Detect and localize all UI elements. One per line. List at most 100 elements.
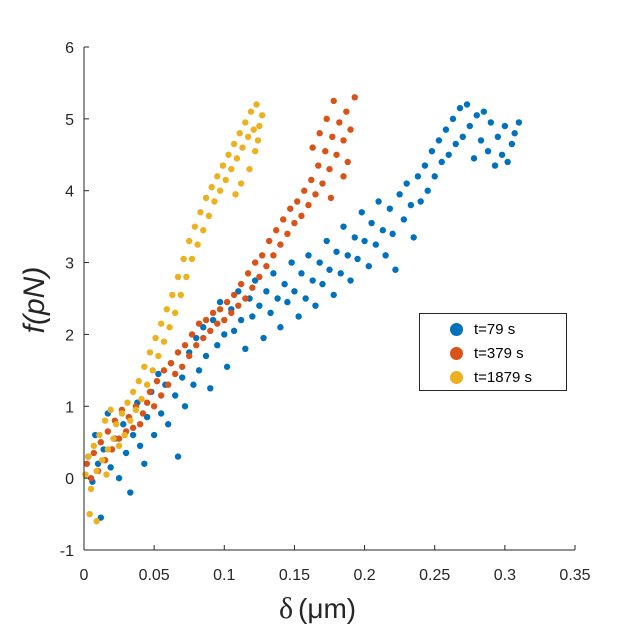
data-point: [249, 284, 256, 291]
data-point: [181, 403, 189, 410]
data-point: [174, 273, 182, 281]
data-point: [256, 122, 263, 130]
data-point: [152, 334, 159, 342]
data-point: [132, 406, 140, 414]
data-point: [336, 119, 343, 126]
data-point: [219, 162, 227, 169]
data-point: [347, 126, 354, 133]
data-point: [244, 270, 252, 277]
data-point: [254, 137, 262, 144]
data-point: [202, 194, 210, 202]
data-point: [236, 130, 243, 137]
data-point: [343, 108, 350, 115]
data-point: [309, 144, 316, 151]
data-point: [209, 316, 217, 324]
data-point: [438, 158, 445, 166]
data-point: [333, 151, 340, 158]
axes-layer: [83, 47, 575, 551]
data-point: [463, 101, 471, 108]
data-point: [143, 413, 151, 421]
data-point: [491, 162, 499, 169]
data-point: [194, 241, 201, 248]
data-point: [141, 460, 148, 467]
data-point: [295, 313, 302, 320]
data-point: [340, 173, 347, 180]
data-point: [232, 191, 239, 198]
data-point: [403, 180, 410, 187]
data-point: [327, 194, 335, 202]
data-point: [337, 270, 344, 277]
data-point: [504, 158, 511, 166]
data-point: [237, 316, 245, 324]
data-point: [195, 367, 203, 374]
x-tick-label: 0.25: [419, 567, 450, 584]
data-point: [249, 313, 256, 320]
data-point: [160, 338, 168, 345]
series-2: [82, 101, 266, 525]
data-point: [211, 198, 218, 205]
data-point: [351, 94, 358, 101]
data-point: [312, 191, 319, 198]
data-point: [225, 151, 232, 158]
data-point: [244, 133, 252, 141]
data-point: [230, 327, 238, 335]
legend-marker-icon: [450, 370, 463, 384]
data-point: [223, 363, 231, 370]
data-point: [171, 392, 179, 399]
data-point: [480, 108, 488, 115]
data-point: [160, 367, 168, 374]
y-tick-label: 6: [65, 40, 74, 57]
data-point: [473, 112, 480, 119]
data-point: [97, 439, 105, 446]
data-point: [177, 291, 184, 299]
data-point: [466, 122, 473, 130]
data-point: [294, 198, 301, 205]
data-point: [216, 306, 224, 313]
data-point: [222, 176, 229, 184]
data-point: [288, 259, 295, 266]
data-point: [86, 510, 93, 518]
data-point: [150, 431, 158, 439]
data-point: [87, 474, 95, 482]
data-point: [200, 227, 207, 234]
data-point: [431, 173, 438, 180]
data-point: [163, 306, 170, 313]
data-point: [272, 227, 280, 234]
x-tick-label: 0: [80, 567, 89, 584]
data-point: [340, 223, 347, 230]
data-point: [93, 467, 100, 475]
x-tick-label: 0.3: [494, 567, 516, 584]
data-point: [389, 230, 396, 238]
data-point: [103, 471, 110, 478]
data-point: [316, 130, 323, 137]
data-point: [87, 485, 95, 493]
data-point: [456, 104, 464, 112]
data-point: [258, 252, 266, 259]
data-point: [515, 119, 523, 126]
data-point: [347, 277, 354, 284]
data-point: [191, 223, 199, 230]
data-point: [121, 431, 128, 439]
data-point: [291, 219, 298, 227]
y-tick-label: -1: [60, 543, 74, 560]
data-point: [190, 381, 197, 388]
data-point: [127, 489, 134, 496]
data-point: [487, 119, 495, 126]
data-point: [396, 191, 403, 198]
data-point: [442, 126, 450, 133]
data-point: [174, 453, 182, 460]
data-point: [305, 252, 312, 259]
y-tick-label: 5: [65, 112, 74, 129]
data-point: [233, 155, 241, 162]
data-point: [251, 277, 259, 284]
data-point: [214, 173, 221, 180]
y-tick-label: 2: [65, 327, 74, 344]
data-point: [284, 298, 291, 306]
data-point: [228, 165, 235, 173]
data-point: [305, 201, 312, 209]
data-point: [511, 130, 518, 137]
data-point: [277, 241, 284, 248]
data-point: [308, 176, 315, 184]
y-axis-label: f(pN): [18, 267, 51, 334]
data-point: [322, 147, 329, 155]
